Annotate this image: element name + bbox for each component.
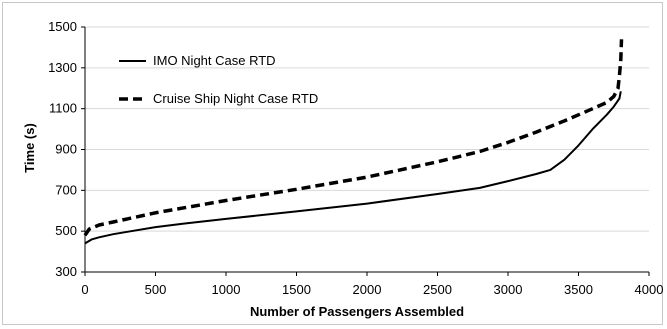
line-chart: 300 500 700 900 1100 1300 1500 0 500 1000 1500 2000… bbox=[22, 19, 663, 319]
x-tick-label: 1000 bbox=[212, 282, 241, 297]
axes bbox=[81, 26, 650, 276]
y-tick-label: 300 bbox=[55, 264, 77, 279]
legend-label-imo: IMO Night Case RTD bbox=[153, 53, 276, 68]
y-tick-label: 1300 bbox=[48, 60, 77, 75]
series-line-imo bbox=[84, 91, 622, 245]
y-tick-label: 1500 bbox=[48, 19, 77, 34]
x-tick-label: 2000 bbox=[353, 282, 382, 297]
chart-frame: 300 500 700 900 1100 1300 1500 0 500 1000 1500 2000… bbox=[2, 2, 663, 325]
x-tick-label: 0 bbox=[81, 282, 88, 297]
gridlines bbox=[85, 26, 649, 232]
x-tick-label: 3500 bbox=[564, 282, 593, 297]
x-tick-label: 4000 bbox=[635, 282, 664, 297]
y-axis-title: Time (s) bbox=[22, 123, 37, 173]
y-tick-label: 700 bbox=[55, 182, 77, 197]
x-tick-label: 1500 bbox=[282, 282, 311, 297]
tick-labels: 300 500 700 900 1100 1300 1500 0 500 1000 1500 2000… bbox=[48, 19, 663, 297]
legend: IMO Night Case RTD Cruise Ship Night Cas… bbox=[119, 53, 318, 106]
x-tick-label: 500 bbox=[145, 282, 167, 297]
legend-label-cruise: Cruise Ship Night Case RTD bbox=[153, 91, 318, 106]
y-tick-label: 1100 bbox=[49, 101, 77, 116]
x-axis-title: Number of Passengers Assembled bbox=[250, 304, 464, 319]
x-tick-label: 3000 bbox=[494, 282, 523, 297]
series-line-cruise-ship bbox=[83, 39, 624, 237]
x-tick-label: 2500 bbox=[423, 282, 452, 297]
y-tick-label: 500 bbox=[55, 223, 77, 238]
y-tick-label: 900 bbox=[55, 142, 77, 157]
series bbox=[83, 39, 624, 245]
